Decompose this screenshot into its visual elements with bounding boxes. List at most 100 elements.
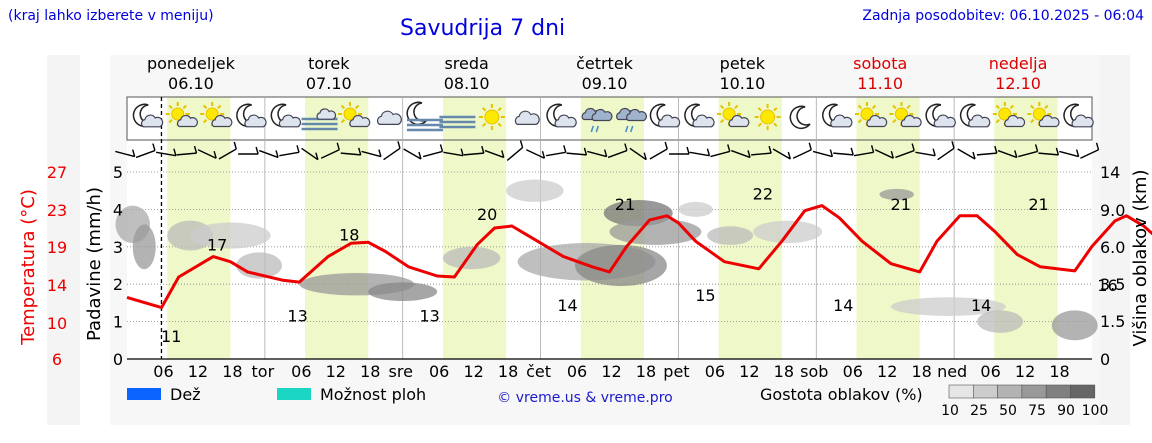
- cloud-cover-blob: [368, 282, 438, 302]
- wind-barb-icon: [526, 149, 546, 159]
- wind-barb-icon: [812, 149, 834, 158]
- temperature-label: 15: [695, 286, 715, 305]
- cloud-density-tick: 50: [999, 403, 1017, 419]
- cloud-density-tick: 90: [1057, 403, 1075, 419]
- cloud-density-swatch: [948, 384, 974, 399]
- day-date: 06.10: [168, 74, 214, 93]
- wind-barb-icon: [506, 140, 524, 161]
- sun-cloud-icon: [992, 102, 1026, 128]
- moon-cloud-icon: [132, 103, 164, 128]
- sun-cloud-icon: [854, 102, 888, 128]
- wind-barb-icon: [649, 141, 668, 160]
- hour-tick-label: 06: [429, 362, 449, 381]
- rain-legend-swatch: [127, 388, 161, 400]
- precip-tick-label: 1: [113, 313, 123, 332]
- hour-tick-label: 12: [877, 362, 897, 381]
- moon-cloud-icon: [270, 103, 302, 128]
- cloud-cover-blob: [707, 226, 754, 245]
- wind-barb-icon: [383, 141, 401, 161]
- day-name: četrtek: [576, 54, 634, 73]
- wind-barb-icon: [915, 148, 936, 157]
- hour-tick-label: 18: [1049, 362, 1069, 381]
- hour-tick-label: 06: [843, 362, 863, 381]
- cloud-cover-blob: [190, 222, 271, 249]
- precip-tick-label: 2: [113, 275, 123, 294]
- temperature-tick-label: 23: [47, 201, 67, 220]
- hour-tick-label: 06: [567, 362, 587, 381]
- day-name: sobota: [853, 54, 907, 73]
- sun-cloud-icon: [200, 102, 233, 128]
- cloud-density-swatch: [1070, 384, 1096, 399]
- wind-barb-icon: [772, 148, 791, 160]
- wind-barb-icon: [422, 144, 444, 158]
- sun-cloud-icon: [889, 102, 922, 128]
- wind-barb-icon: [730, 149, 751, 159]
- wind-barb-icon: [484, 149, 505, 159]
- cloud-height-axis-title: Višina oblakov (km): [1130, 169, 1151, 346]
- cloud-cover-blob: [442, 246, 501, 270]
- wind-barb-icon: [279, 145, 300, 157]
- wind-barb-icon: [587, 149, 608, 158]
- rain-cloud-icon: [616, 107, 648, 133]
- cloud-height-tick-label: 9.0: [1100, 201, 1125, 220]
- wind-barb-icon: [218, 141, 237, 160]
- day-abbrev-label: ned: [937, 362, 967, 381]
- wind-barb-icon: [710, 144, 731, 158]
- wind-barb-icon: [1080, 142, 1100, 159]
- temperature-tick-label: 19: [47, 238, 67, 257]
- wind-barb-icon: [340, 147, 362, 156]
- cloud-icon: [514, 110, 540, 125]
- hour-tick-label: 18: [911, 362, 931, 381]
- temperature-label: 17: [207, 236, 227, 255]
- day-date: 12.10: [995, 74, 1041, 93]
- day-date: 08.10: [444, 74, 490, 93]
- page-title: Savudrija 7 dni: [400, 16, 566, 41]
- day-abbrev-label: tor: [252, 362, 275, 381]
- cloud-density-swatch: [972, 384, 998, 399]
- cloud-density-tick: 100: [1082, 403, 1109, 419]
- sun-cloud-icon: [717, 102, 750, 128]
- day-abbrev-label: sob: [800, 362, 828, 381]
- temperature-label: 14: [833, 296, 853, 315]
- wind-barb-icon: [403, 148, 422, 160]
- precip-tick-label: 5: [113, 163, 123, 182]
- day-date: 09.10: [582, 74, 628, 93]
- hour-tick-label: 12: [463, 362, 483, 381]
- temperature-label: 13: [420, 306, 440, 325]
- moon-cloud-icon: [546, 103, 577, 128]
- wind-barb-icon: [937, 141, 955, 161]
- moon-cloud-icon: [959, 103, 991, 128]
- hour-tick-label: 18: [498, 362, 518, 381]
- region-hint: (kraj lahko izberete v meniju): [8, 8, 214, 24]
- hour-tick-label: 12: [1015, 362, 1035, 381]
- sun-cloud-icon: [338, 102, 371, 128]
- fog-sun-cloud-icon: [301, 108, 338, 131]
- hour-tick-label: 18: [636, 362, 656, 381]
- wind-barb-icon: [443, 148, 464, 157]
- wind-barb-icon: [895, 143, 915, 159]
- day-name: petek: [720, 54, 766, 73]
- wind-barb-icon: [976, 145, 998, 156]
- temperature-label: 11: [161, 327, 181, 346]
- sun-cloud-icon: [1027, 102, 1060, 128]
- credit-link[interactable]: © vreme.us & vreme.pro: [497, 390, 672, 406]
- cloud-height-tick-label: 1.5: [1100, 312, 1125, 331]
- cloud-height-tick-label: 6.0: [1100, 238, 1125, 257]
- hour-tick-label: 12: [601, 362, 621, 381]
- moon-cloud-icon: [684, 103, 715, 128]
- temperature-label: 22: [753, 185, 773, 204]
- sun-icon: [754, 104, 781, 130]
- rain-legend-label: Dež: [170, 385, 201, 404]
- cloud-height-tick-label: 14: [1100, 163, 1120, 182]
- cloud-density-swatch: [1045, 384, 1071, 399]
- temperature-label: 21: [891, 195, 911, 214]
- sun-cloud-icon: [165, 102, 198, 128]
- wind-barb-icon: [853, 145, 875, 157]
- hour-tick-label: 12: [326, 362, 346, 381]
- cloud-cover-blob: [132, 224, 156, 270]
- wind-barb-icon: [669, 146, 690, 155]
- cloud-density-swatch: [997, 384, 1023, 399]
- precip-tick-label: 4: [113, 200, 123, 219]
- fog-icon: [439, 115, 476, 129]
